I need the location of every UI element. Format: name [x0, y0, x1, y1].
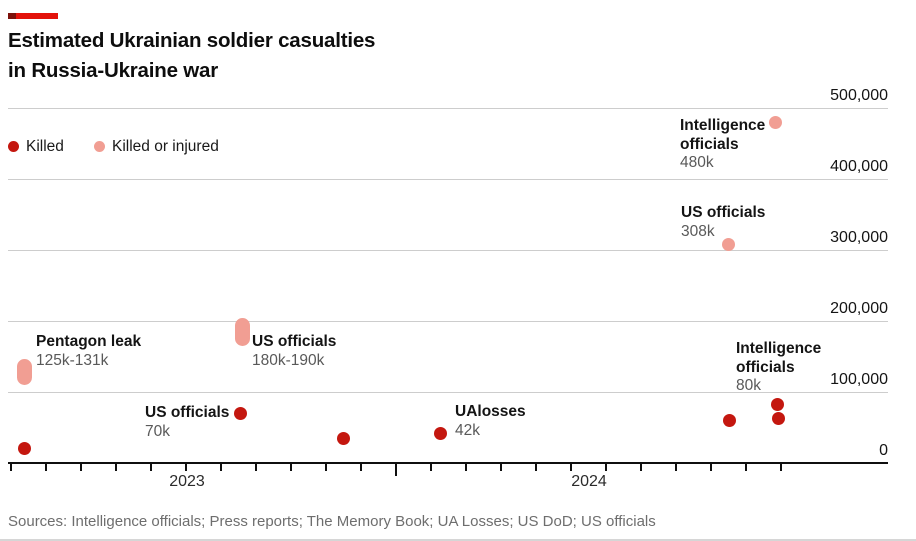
x-tick-month [710, 464, 712, 471]
bottom-divider [0, 539, 916, 541]
x-tick-month [80, 464, 82, 471]
x-tick-month [115, 464, 117, 471]
x-tick-month [220, 464, 222, 471]
gridline-200,000 [8, 320, 888, 322]
x-tick-month [675, 464, 677, 471]
data-point-k4 [434, 426, 448, 440]
y-axis-label: 500,000 [830, 87, 888, 104]
annotation-source-label: US officials [681, 204, 766, 221]
x-tick-month [185, 464, 187, 471]
killed-or-injured-dot-icon [94, 141, 105, 152]
annotation-p1: Pentagon leak 125k-131k [36, 333, 141, 370]
legend-item-killed-or-injured: Killed or injured [94, 138, 219, 155]
x-tick-month [45, 464, 47, 471]
annotation-value-label: 308k [681, 222, 715, 240]
data-point-k6 [770, 398, 784, 412]
y-axis-label: 300,000 [830, 229, 888, 246]
annotation-source-label: UAlosses [455, 403, 526, 420]
gridline-500,000 [8, 107, 888, 109]
x-tick-month [430, 464, 432, 471]
data-point-p3 [722, 237, 736, 251]
data-point-k3 [336, 431, 350, 445]
page-title: Estimated Ukrainian soldier casualties i… [8, 26, 375, 86]
data-point-k2 [233, 406, 247, 420]
annotation-value-label: 80k [736, 377, 761, 394]
legend-item-killed: Killed [8, 138, 64, 155]
x-tick-month [465, 464, 467, 471]
x-tick-month [255, 464, 257, 471]
annotation-source-label: Intelligence [736, 340, 822, 357]
x-tick-month [150, 464, 152, 471]
annotation-value-label: 70k [145, 422, 170, 440]
data-point-k7 [772, 412, 786, 426]
gridline-100,000 [8, 391, 888, 393]
x-tick-month [535, 464, 537, 471]
legend-label-killed-or-injured: Killed or injured [112, 137, 219, 155]
y-axis-label: 0 [879, 442, 888, 459]
annotation-k6: Intelligence officials 80k [736, 340, 821, 396]
killed-dot-icon [8, 141, 19, 152]
source-note: Sources: Intelligence officials; Press r… [8, 513, 656, 530]
x-tick-month [10, 464, 12, 471]
x-tick-month [570, 464, 572, 471]
y-axis-label: 400,000 [830, 158, 888, 175]
data-point-k5 [723, 413, 737, 427]
annotation-value-label: 180k-190k [252, 351, 325, 369]
legend-label-killed: Killed [26, 137, 64, 155]
annotation-p4: Intelligence officials 480k [680, 117, 765, 173]
annotation-source-label: officials [736, 358, 795, 376]
x-tick-month [360, 464, 362, 471]
x-tick-month [780, 464, 782, 471]
y-axis-label: 200,000 [830, 300, 888, 317]
data-point-range-p2 [234, 317, 250, 346]
brand-red-bar-tip [8, 13, 16, 19]
x-tick-month [745, 464, 747, 471]
annotation-source-label: US officials [145, 404, 230, 421]
x-axis-year-label-2024: 2024 [571, 473, 607, 490]
data-point-range-p1 [17, 359, 33, 385]
annotation-k2: US officials 70k [145, 404, 229, 441]
annotation-value-label: 480k [680, 154, 714, 171]
brand-red-bar [8, 13, 58, 19]
x-tick-month [325, 464, 327, 471]
annotation-p3: US officials 308k [681, 204, 765, 241]
x-tick-month [500, 464, 502, 471]
annotation-source-label: Intelligence [680, 117, 766, 134]
x-tick-month [290, 464, 292, 471]
gridline-400,000 [8, 178, 888, 180]
page-title-line1: Estimated Ukrainian soldier casualties [8, 29, 376, 52]
annotation-k4: UAlosses 42k [455, 403, 526, 440]
x-axis-year-label-2023: 2023 [169, 473, 205, 490]
annotation-source-label: US officials [252, 333, 337, 350]
page-title-line2: in Russia-Ukraine war [8, 59, 218, 82]
annotation-p2: US officials 180k-190k [252, 333, 336, 370]
annotation-source-label: Pentagon leak [36, 333, 142, 350]
x-tick-month [605, 464, 607, 471]
x-tick-year-boundary [395, 464, 397, 476]
annotation-value-label: 42k [455, 421, 480, 439]
data-point-p4 [768, 115, 782, 129]
x-tick-month [640, 464, 642, 471]
x-axis-line [8, 462, 888, 464]
gridline-300,000 [8, 249, 888, 251]
annotation-source-label: officials [680, 135, 739, 153]
data-point-k1 [18, 442, 32, 456]
y-axis-label: 100,000 [830, 371, 888, 388]
annotation-value-label: 125k-131k [36, 351, 109, 369]
